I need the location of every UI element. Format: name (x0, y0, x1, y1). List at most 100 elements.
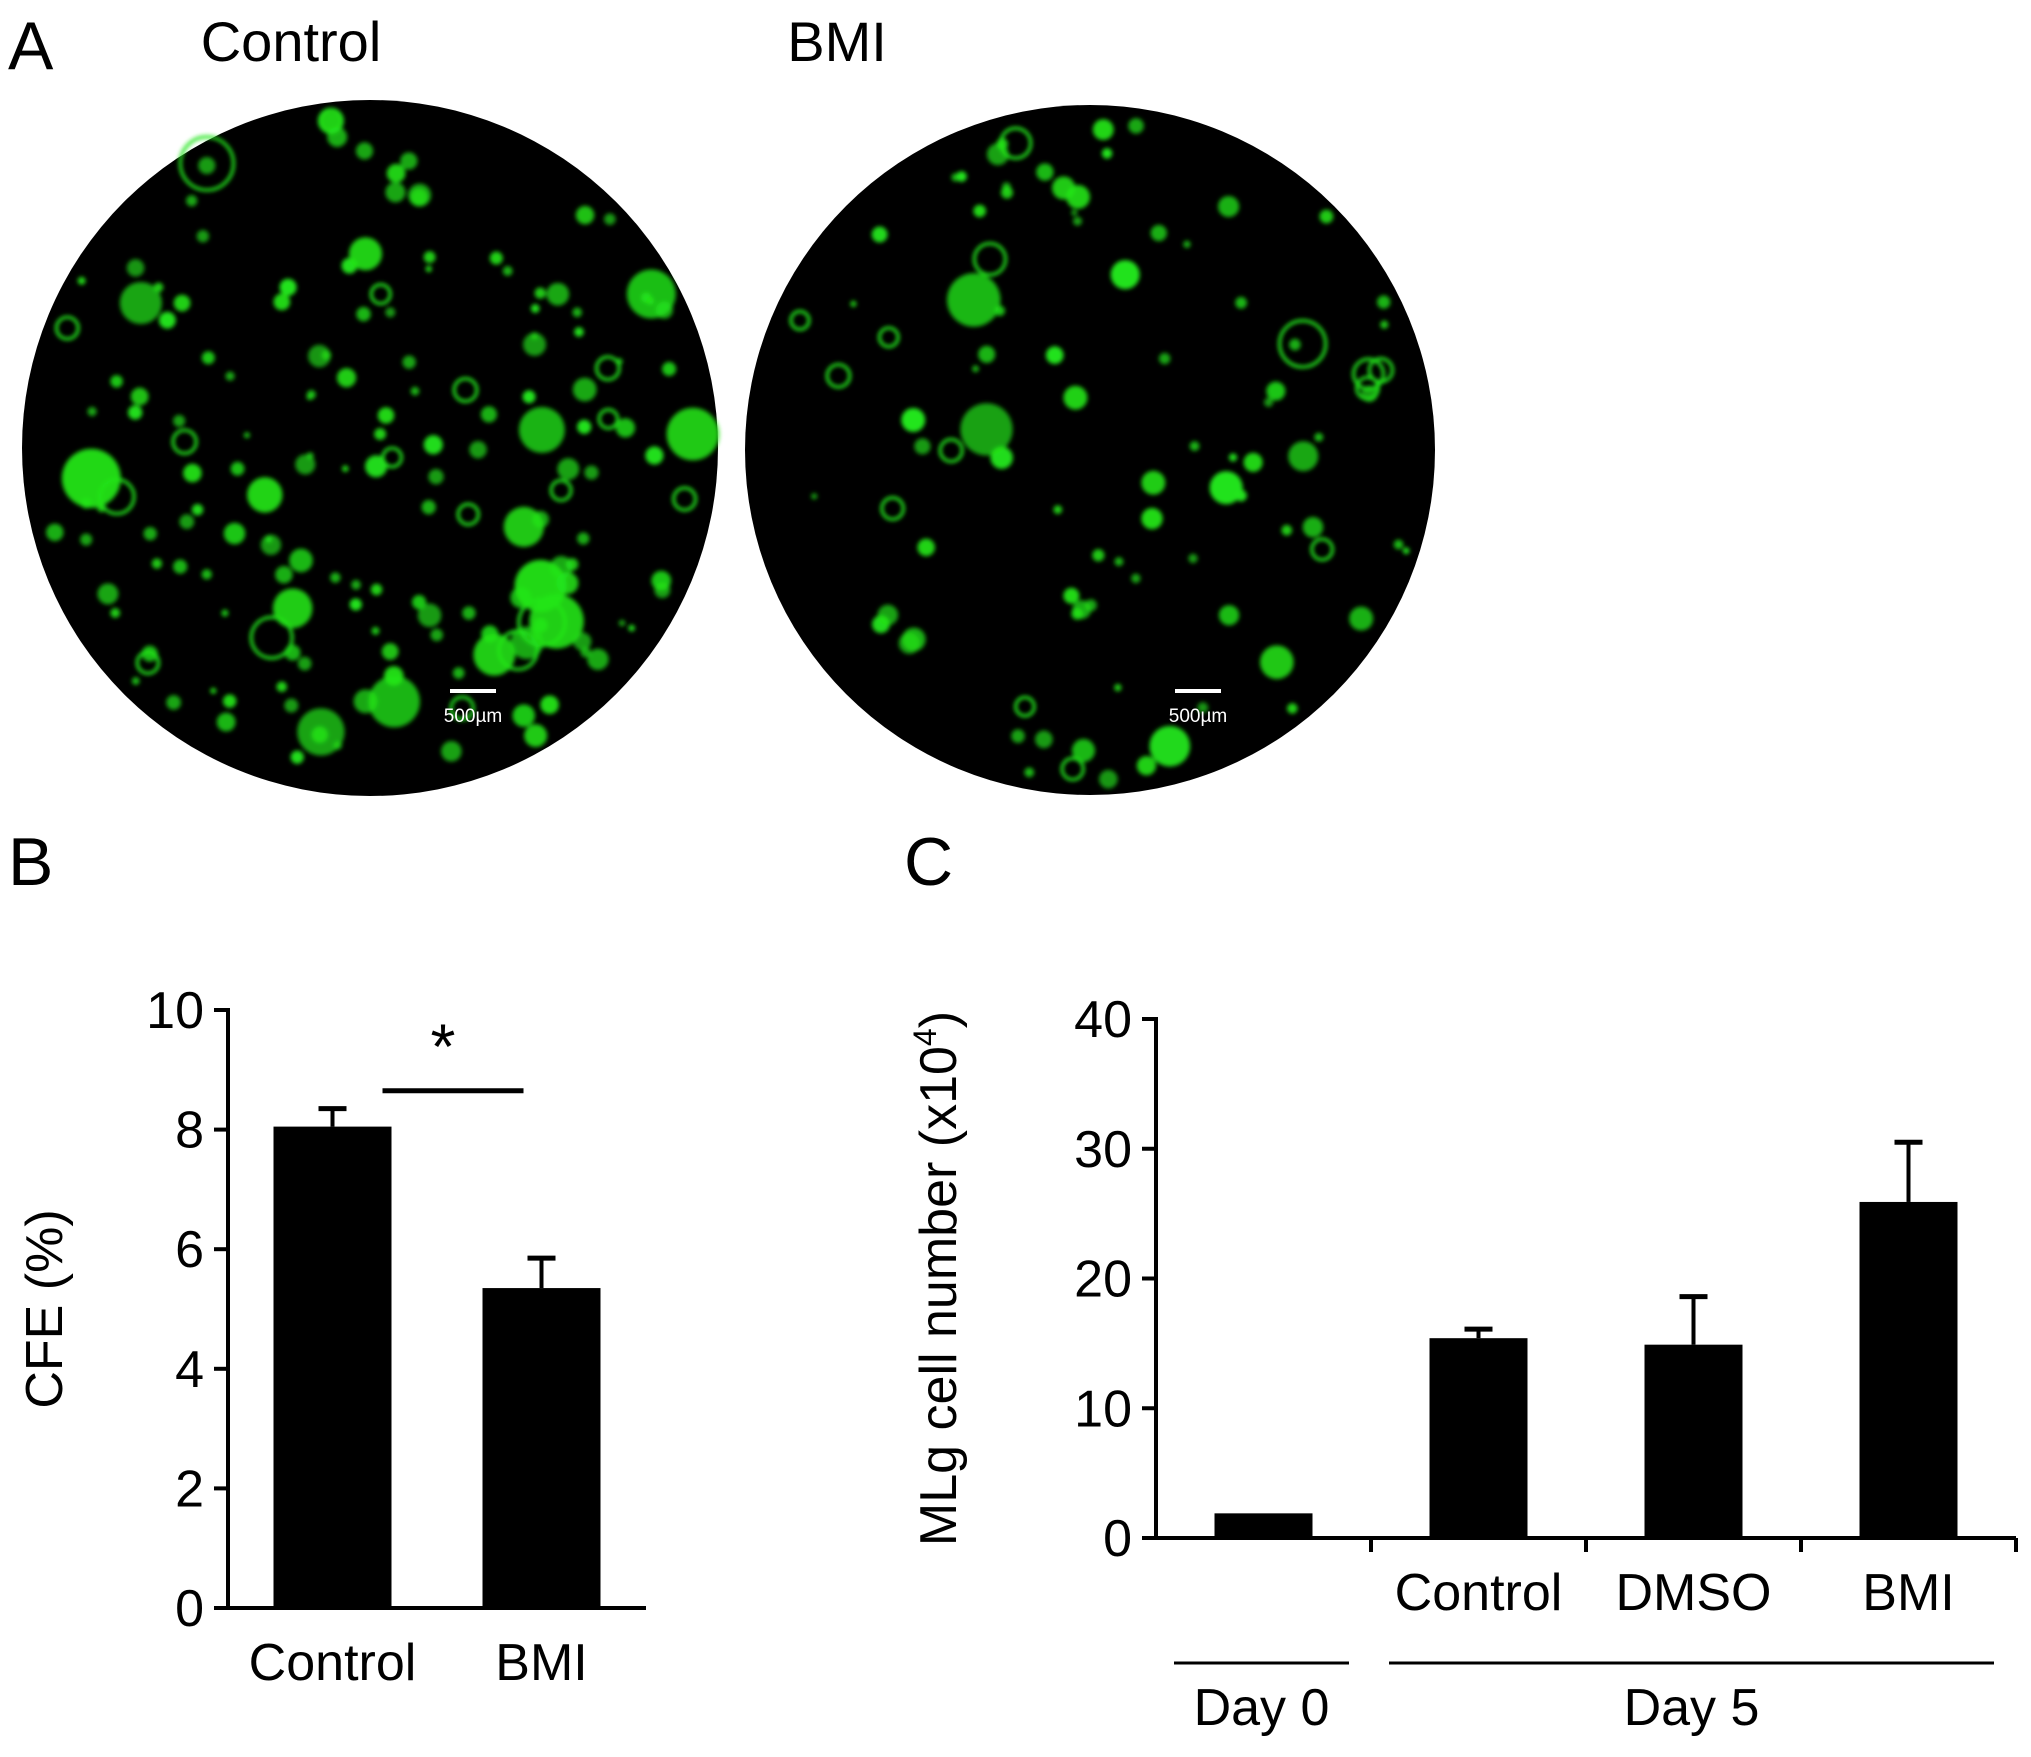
colony-spot (973, 204, 986, 218)
colony-spot (577, 532, 590, 545)
colony-spot (1045, 346, 1064, 365)
colony-spot (336, 368, 357, 388)
colony-spot (365, 455, 388, 478)
colony-spot (1197, 702, 1209, 714)
colony-spot (186, 195, 198, 207)
colony-spot (377, 407, 395, 424)
colony-spot (225, 371, 235, 381)
colony-spot (452, 377, 479, 403)
colony-spot (151, 558, 163, 569)
colony-spot (1128, 118, 1144, 134)
colony-spot (196, 229, 210, 243)
colony-spot (1351, 357, 1385, 391)
colony-spot (1218, 605, 1240, 626)
colony-spot (577, 419, 592, 435)
colony-spot (1014, 695, 1036, 718)
colony-spot (1402, 547, 1410, 555)
colony-spot (308, 344, 331, 368)
colony-spot (510, 587, 532, 609)
colony-spot (128, 405, 143, 420)
colony-spot (480, 406, 498, 423)
colony-spot (386, 163, 406, 183)
colony-spot (672, 486, 698, 512)
colony-spot (580, 647, 591, 658)
colony-spot (119, 281, 162, 325)
colony-spot (1158, 352, 1171, 365)
colony-spot (97, 583, 119, 605)
colony-spot (574, 327, 584, 337)
colony-spot (546, 282, 570, 306)
colony-spot (179, 514, 195, 530)
colony-spot (524, 724, 548, 748)
colony-spot (986, 143, 1009, 166)
colony-spot (902, 627, 926, 652)
colony-spot (368, 675, 420, 728)
colony-spot (1071, 209, 1078, 216)
colony-spot (1092, 119, 1114, 141)
colony-spot (1011, 729, 1025, 743)
colony-spot (575, 205, 595, 225)
colony-spot (573, 632, 592, 651)
colony-spot (597, 408, 620, 430)
colony-spot (901, 408, 926, 432)
colony-spot (410, 188, 428, 206)
colony-spot (462, 606, 476, 620)
colony-spot (295, 454, 316, 475)
colony-spot (489, 251, 503, 265)
y-tick-label: 0 (1103, 1510, 1132, 1568)
colony-spot (533, 617, 548, 633)
significance-star: * (431, 1011, 456, 1083)
colony-spot (216, 712, 236, 732)
colony-spot (1260, 645, 1294, 680)
colony-spot (452, 667, 465, 679)
micrograph-control: 500µm (22, 100, 720, 796)
colony-spot (523, 332, 547, 357)
colony-spot (1263, 397, 1274, 408)
colony-spot (1114, 683, 1122, 692)
y-tick-label: 4 (175, 1341, 204, 1399)
colony-spot (243, 432, 250, 439)
bar (1644, 1344, 1743, 1538)
colony-spot (615, 418, 636, 438)
colony-spot (1183, 240, 1191, 248)
colony-spot (956, 171, 967, 182)
colony-spot (385, 307, 396, 318)
colony-spot (330, 572, 341, 583)
colony-spot (880, 496, 905, 521)
scale-bar (450, 689, 496, 693)
colony-spot (198, 156, 216, 175)
colony-spot (289, 548, 313, 573)
y-tick-label: 10 (1074, 1380, 1132, 1438)
colony-spot (789, 309, 811, 331)
colony-spot (1314, 432, 1324, 442)
colony-spot (572, 307, 583, 318)
colony-spot (110, 607, 121, 618)
colony-spot (417, 603, 442, 628)
colony-spot (1034, 730, 1053, 749)
colony-spot (1141, 507, 1163, 530)
colony-spot (522, 390, 536, 404)
colony-spot (1071, 738, 1096, 763)
colony-spot (540, 695, 559, 715)
scale-bar (1175, 689, 1221, 693)
colony-spot (87, 406, 97, 417)
colony-spot (297, 656, 312, 671)
panel-letter-b: B (8, 824, 54, 900)
y-axis-label: CFE (%) (16, 1209, 74, 1408)
colony-spot (502, 266, 513, 276)
colony-spot (223, 522, 246, 545)
panel-letter-c: C (904, 824, 954, 900)
colony-spot (1063, 587, 1080, 604)
colony-spot (557, 458, 580, 481)
colony-spot (938, 437, 964, 464)
colony-spot (425, 265, 432, 273)
colony-spot (374, 428, 387, 441)
colony-spot (1000, 186, 1013, 199)
colony-spot (1266, 381, 1286, 401)
colony-spot (249, 615, 294, 660)
colony-spot (1218, 195, 1240, 218)
colony-spot (1131, 573, 1141, 584)
bar (273, 1126, 392, 1608)
colony-spot (441, 741, 462, 762)
colony-spot (1084, 599, 1097, 612)
